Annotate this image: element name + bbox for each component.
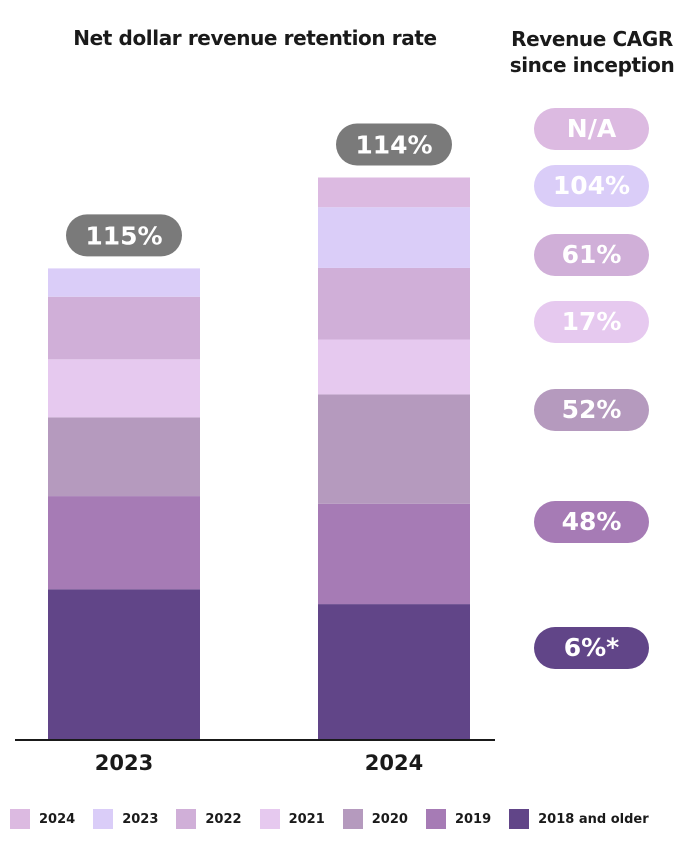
bar-segment-2024-2023 — [318, 207, 470, 268]
cagr-pill-2024: N/A — [534, 108, 649, 150]
total-label-2024: 114% — [355, 131, 432, 160]
legend-item-2021: 2021 — [259, 809, 325, 829]
bar-segment-2023-2018-and-older — [48, 589, 200, 740]
legend-swatch — [342, 809, 363, 829]
legend-swatch — [509, 809, 530, 829]
legend-label: 2022 — [205, 811, 242, 827]
legend-label: 2019 — [454, 811, 492, 827]
chart-title: Net dollar revenue retention rate — [73, 26, 437, 50]
bar-segment-2024-2018-and-older — [318, 604, 470, 740]
legend-label: 2024 — [39, 811, 76, 827]
legend-swatch — [425, 809, 446, 829]
bar-segment-2023-2020 — [48, 417, 200, 497]
legend-item-2023: 2023 — [93, 809, 158, 829]
legend-swatch — [10, 809, 30, 829]
legend-label: 2018 and older — [538, 811, 649, 827]
legend-item-2018-and-older: 2018 and older — [509, 809, 649, 829]
cagr-title-line1: Revenue CAGR — [511, 27, 673, 51]
legend-swatch — [259, 809, 280, 829]
cagr-title: Revenue CAGR since inception — [492, 26, 687, 78]
cagr-pill-2023: 104% — [534, 165, 649, 207]
bar-segment-2024-2022 — [318, 267, 470, 340]
cagr-pill-2021: 17% — [534, 301, 649, 343]
legend-item-2019: 2019 — [425, 809, 492, 829]
legend-item-2022: 2022 — [176, 809, 242, 829]
total-pill-2023 — [66, 214, 182, 257]
cagr-title-line2: since inception — [509, 53, 675, 77]
bar-segment-2024-2024 — [318, 177, 470, 208]
legend-item-2024: 2024 — [10, 809, 75, 829]
x-tick-label-2023: 2023 — [95, 751, 153, 775]
bar-segment-2023-2023 — [48, 268, 200, 297]
bar-segment-2024-2021 — [318, 339, 470, 395]
legend-label: 2023 — [122, 811, 159, 827]
legend-swatch — [93, 809, 114, 829]
legend-label: 2020 — [371, 811, 408, 827]
cagr-pill-2018-and-older: 6%* — [534, 627, 649, 669]
legend: 2024 2023 2022 2021 2020 2019 2018 and older — [10, 808, 667, 830]
bar-segment-2024-2019 — [318, 503, 470, 605]
legend-item-2020: 2020 — [342, 809, 408, 829]
legend-swatch — [176, 809, 197, 829]
x-tick-label-2024: 2024 — [365, 751, 423, 775]
bar-segment-2023-2022 — [48, 296, 200, 360]
bar-segment-2024-2020 — [318, 394, 470, 504]
bar-segment-2023-2019 — [48, 496, 200, 590]
total-label-2023: 115% — [85, 221, 162, 250]
cagr-pill-2022: 61% — [534, 234, 649, 276]
bar-segment-2023-2021 — [48, 359, 200, 418]
legend-label: 2021 — [288, 811, 325, 827]
cagr-pill-2020: 52% — [534, 389, 649, 431]
total-pill-2024 — [336, 123, 452, 166]
cagr-pill-2019: 48% — [534, 501, 649, 543]
